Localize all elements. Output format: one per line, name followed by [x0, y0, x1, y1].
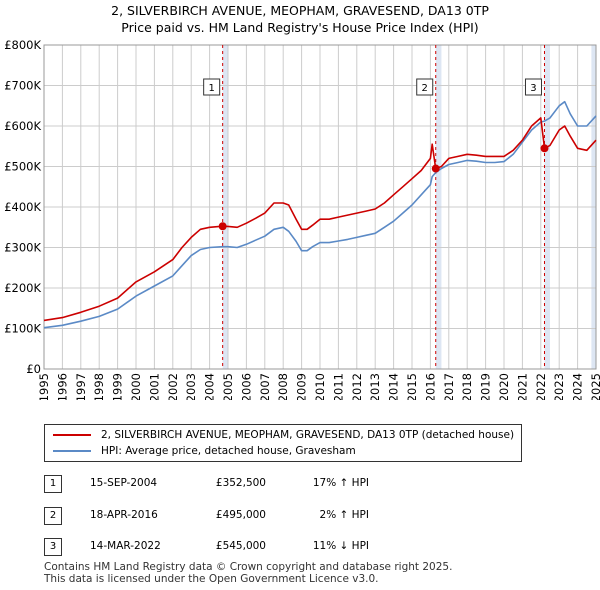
x-tick-label: 2013	[368, 373, 382, 400]
sale-point	[540, 144, 549, 153]
legend-item-property: 2, SILVERBIRCH AVENUE, MEOPHAM, GRAVESEN…	[53, 427, 514, 443]
sale-marker-label: 1	[208, 83, 214, 94]
y-tick-label: £800K	[4, 38, 41, 52]
x-tick-label: 2000	[129, 373, 143, 400]
x-tick-label: 1998	[92, 373, 106, 400]
series-line-hpi	[43, 100, 597, 329]
sale-row: 1 15-SEP-2004 £352,500 17% ↑ HPI	[44, 475, 600, 493]
x-tick-label: 1997	[74, 373, 88, 400]
sale-price: £545,000	[215, 540, 266, 552]
sale-point	[431, 164, 440, 173]
price-chart: £0 £100K £200K £300K £400K £500K £600K £700K £80…	[4, 38, 600, 400]
sale-marker-label: 3	[530, 83, 536, 94]
y-tick-label: £200K	[4, 281, 41, 295]
sale-hpi-change: 2% ↑ HPI	[319, 509, 369, 521]
y-tick-label: £400K	[4, 200, 41, 214]
sale-number-badge: 1	[44, 475, 62, 493]
x-tick-label: 2016	[423, 373, 437, 400]
x-tick-label: 2007	[258, 373, 272, 400]
y-tick-label: £500K	[4, 160, 41, 174]
x-tick-label: 1996	[55, 373, 69, 400]
sale-date: 14-MAR-2022	[90, 540, 161, 552]
sale-number-badge: 3	[44, 538, 62, 556]
x-tick-label: 2024	[571, 373, 585, 400]
legend-label-hpi: HPI: Average price, detached house, Grav…	[101, 445, 356, 457]
x-tick-label: 2025	[589, 373, 600, 400]
sale-date: 18-APR-2016	[90, 509, 158, 521]
legend-swatch-property	[53, 434, 91, 436]
sale-hpi-change: 11% ↓ HPI	[312, 540, 369, 552]
legend-item-hpi: HPI: Average price, detached house, Grav…	[53, 443, 356, 459]
sale-number-badge: 2	[44, 507, 62, 525]
x-tick-label: 1999	[111, 373, 125, 400]
legend: 2, SILVERBIRCH AVENUE, MEOPHAM, GRAVESEN…	[44, 424, 522, 462]
series-line-property	[43, 117, 597, 322]
x-tick-label: 2019	[479, 373, 493, 400]
y-tick-label: £0	[26, 362, 41, 376]
footer-copyright: Contains HM Land Registry data © Crown c…	[44, 561, 453, 573]
x-tick-label: 1995	[37, 373, 51, 400]
sale-marker-box	[203, 78, 221, 96]
x-tick-label: 2020	[497, 373, 511, 400]
chart-subtitle: Price paid vs. HM Land Registry's House …	[121, 20, 479, 35]
x-tick-label: 2003	[184, 373, 198, 400]
plot-frame	[43, 44, 597, 370]
sale-price: £352,500	[215, 477, 266, 489]
x-tick-label: 2017	[442, 373, 456, 400]
sale-point	[218, 222, 227, 231]
x-tick-label: 2015	[405, 373, 419, 400]
sale-marker-box	[524, 78, 542, 96]
sale-price: £495,000	[215, 509, 266, 521]
x-tick-label: 2001	[147, 373, 161, 400]
x-tick-label: 2010	[313, 373, 327, 400]
x-tick-label: 2023	[552, 373, 566, 400]
x-tick-label: 2021	[515, 373, 529, 400]
x-tick-label: 2014	[387, 373, 401, 400]
sale-marker-label: 2	[422, 83, 428, 94]
y-tick-label: £300K	[4, 241, 41, 255]
legend-label-property: 2, SILVERBIRCH AVENUE, MEOPHAM, GRAVESEN…	[101, 429, 515, 441]
x-tick-label: 2002	[166, 373, 180, 400]
y-tick-label: £100K	[4, 322, 41, 336]
chart-title: 2, SILVERBIRCH AVENUE, MEOPHAM, GRAVESEN…	[111, 3, 489, 18]
x-tick-label: 2022	[534, 373, 548, 400]
x-tick-label: 2004	[203, 373, 217, 400]
sale-marker-box	[416, 78, 434, 96]
footer-license: This data is licensed under the Open Gov…	[44, 573, 379, 585]
x-tick-label: 2009	[295, 373, 309, 400]
y-tick-label: £700K	[4, 79, 41, 93]
sale-hpi-change: 17% ↑ HPI	[312, 477, 369, 489]
sale-row: 3 14-MAR-2022 £545,000 11% ↓ HPI	[44, 538, 600, 556]
sale-date: 15-SEP-2004	[90, 477, 158, 489]
x-tick-label: 2018	[460, 373, 474, 400]
x-tick-label: 2006	[239, 373, 253, 400]
y-tick-label: £600K	[4, 119, 41, 133]
x-tick-label: 2011	[331, 373, 345, 400]
sale-row: 2 18-APR-2016 £495,000 2% ↑ HPI	[44, 507, 600, 525]
x-tick-label: 2012	[350, 373, 364, 400]
x-tick-label: 2008	[276, 373, 290, 400]
x-tick-label: 2005	[221, 373, 235, 400]
legend-swatch-hpi	[53, 450, 91, 452]
